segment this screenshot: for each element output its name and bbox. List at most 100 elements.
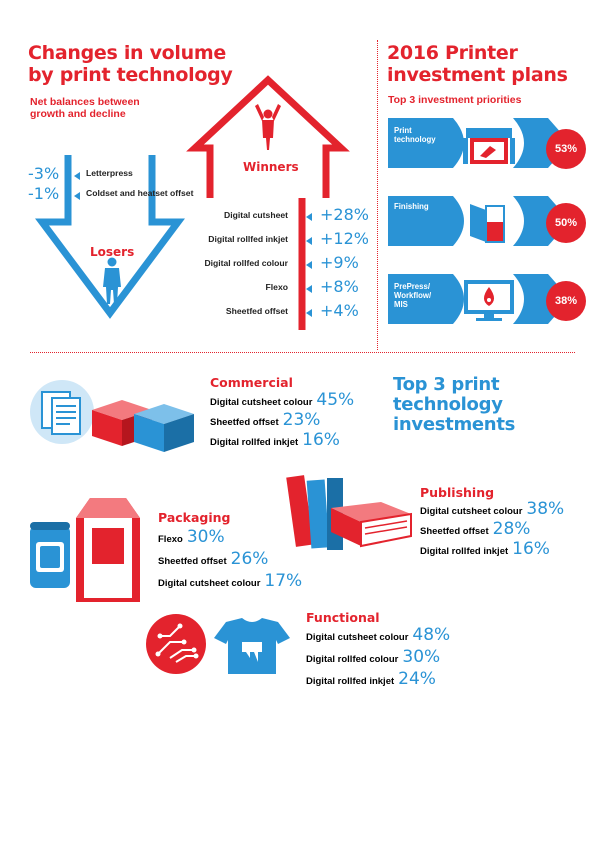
commercial-heading: Commercial — [210, 375, 293, 390]
investment-label-prepress: PrePress/ Workflow/ MIS — [394, 282, 438, 309]
investment-value-prepress: 38% — [546, 281, 586, 321]
functional-list: Digital cutsheet colour 48% Digital rollf… — [306, 625, 450, 691]
pointer-icon — [306, 309, 312, 317]
top3-title: Top 3 print technology investments — [393, 375, 515, 435]
investment-label-finishing: Finishing — [394, 202, 429, 211]
winners-arrow — [186, 75, 350, 198]
publishing-heading: Publishing — [420, 485, 495, 500]
investment-label-print-technology: Print technology — [394, 126, 438, 144]
winner-value: +4% — [320, 301, 359, 320]
pointer-icon — [74, 192, 80, 200]
packaging-row: Sheetfed offset 26% — [158, 549, 302, 571]
publishing-row: Digital rollfed inkjet 16% — [420, 539, 564, 559]
packaging-row: Flexo 30% — [158, 527, 302, 549]
loser-person-icon — [103, 257, 121, 304]
pointer-icon — [306, 213, 312, 221]
loser-label-offset: Coldset and heatset offset — [86, 188, 194, 198]
row-label: Sheetfed offset — [210, 417, 279, 428]
functional-row: Digital rollfed inkjet 24% — [306, 669, 450, 691]
winner-row: Flexo +8% — [190, 276, 370, 300]
volume-subtitle: Net balances between growth and decline — [30, 96, 140, 120]
packaging-heading: Packaging — [158, 510, 231, 525]
winner-row: Digital rollfed colour +9% — [190, 252, 370, 276]
volume-title-line1: Changes in volume — [28, 42, 226, 64]
publishing-row: Sheetfed offset 28% — [420, 519, 564, 539]
winner-label: Digital rollfed inkjet — [208, 234, 288, 244]
volume-subtitle-line1: Net balances between — [30, 96, 140, 108]
horizontal-divider — [30, 352, 575, 353]
winner-value: +9% — [320, 253, 359, 272]
loser-value-offset: -1% — [28, 184, 60, 203]
finishing-icon — [470, 204, 505, 243]
winner-label: Digital cutsheet — [224, 210, 288, 220]
row-label: Digital cutsheet colour — [210, 397, 313, 408]
winner-label: Flexo — [265, 282, 288, 292]
winner-value: +28% — [320, 205, 369, 224]
row-label: Digital rollfed colour — [306, 654, 399, 665]
monitor-icon — [464, 280, 514, 321]
pointer-icon — [306, 237, 312, 245]
winners-label: Winners — [243, 160, 299, 174]
packaging-icon — [30, 498, 140, 602]
investment-value-print-technology: 53% — [546, 129, 586, 169]
row-label: Flexo — [158, 534, 183, 545]
row-value: 45% — [316, 390, 355, 410]
row-value: 17% — [264, 571, 303, 591]
functional-heading: Functional — [306, 610, 380, 625]
investment-value-finishing: 50% — [546, 203, 586, 243]
row-label: Digital cutsheet colour — [420, 506, 523, 517]
commercial-icon — [30, 380, 194, 452]
commercial-row: Digital rollfed inkjet 16% — [210, 430, 354, 450]
top3-title-line1: Top 3 print — [393, 374, 500, 395]
row-label: Sheetfed offset — [158, 556, 227, 567]
pointer-icon — [74, 172, 80, 180]
top3-title-line2: technology — [393, 394, 503, 415]
row-value: 48% — [412, 625, 451, 645]
investment-subtitle: Top 3 investment priorities — [388, 94, 522, 106]
winner-value: +8% — [320, 277, 359, 296]
row-label: Digital rollfed inkjet — [210, 437, 299, 448]
loser-value-letterpress: -3% — [28, 164, 60, 183]
packaging-row: Digital cutsheet colour 17% — [158, 571, 302, 593]
printer-icon — [463, 128, 515, 164]
investment-title-line2: investment plans — [387, 64, 568, 86]
loser-label-letterpress: Letterpress — [86, 168, 133, 178]
row-value: 30% — [186, 527, 225, 547]
functional-row: Digital rollfed colour 30% — [306, 647, 450, 669]
commercial-row: Sheetfed offset 23% — [210, 410, 354, 430]
top3-title-line3: investments — [393, 414, 516, 435]
row-value: 24% — [398, 669, 436, 689]
investment-title: 2016 Printer investment plans — [387, 42, 568, 86]
functional-row: Digital cutsheet colour 48% — [306, 625, 450, 647]
publishing-list: Digital cutsheet colour 38% Sheetfed offs… — [420, 499, 564, 559]
functional-icon — [146, 614, 290, 674]
volume-title-line2: by print technology — [28, 64, 233, 86]
winner-row: Sheetfed offset +4% — [190, 300, 370, 324]
row-value: 16% — [512, 539, 550, 559]
losers-label: Losers — [90, 245, 135, 259]
volume-subtitle-line2: growth and decline — [30, 108, 126, 120]
row-label: Digital rollfed inkjet — [420, 546, 509, 557]
pointer-icon — [306, 285, 312, 293]
winner-person-icon — [255, 104, 281, 150]
row-label: Digital rollfed inkjet — [306, 676, 395, 687]
winners-list: Digital cutsheet +28% Digital rollfed in… — [190, 204, 370, 324]
row-value: 16% — [302, 430, 340, 450]
row-label: Digital cutsheet colour — [306, 632, 409, 643]
commercial-row: Digital cutsheet colour 45% — [210, 390, 354, 410]
investment-label-text: Print technology — [394, 126, 436, 144]
investment-label-text: PrePress/ Workflow/ MIS — [394, 282, 432, 309]
winner-value: +12% — [320, 229, 369, 248]
losers-arrow — [35, 155, 185, 319]
publishing-row: Digital cutsheet colour 38% — [420, 499, 564, 519]
vertical-divider — [377, 40, 378, 350]
volume-title: Changes in volume by print technology — [28, 42, 233, 86]
winner-label: Sheetfed offset — [225, 306, 288, 316]
winner-row: Digital cutsheet +28% — [190, 204, 370, 228]
row-value: 28% — [492, 519, 531, 539]
winner-label: Digital rollfed colour — [204, 258, 288, 268]
row-value: 38% — [526, 499, 565, 519]
books-icon — [286, 475, 412, 550]
